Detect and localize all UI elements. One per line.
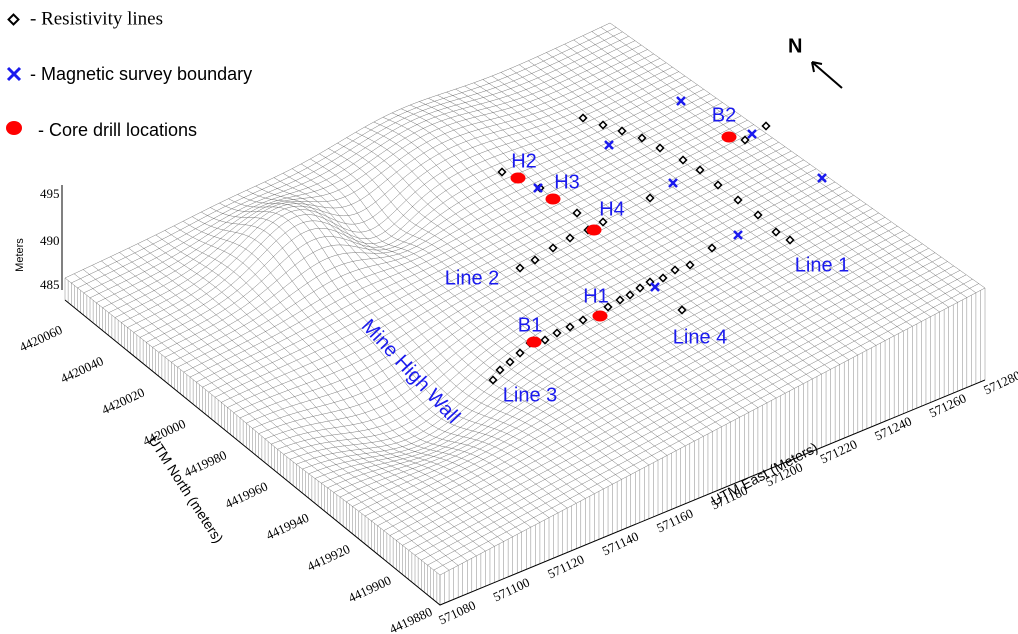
legend-label: - Magnetic survey boundary [30,64,252,84]
resistivity-point [679,156,686,163]
east-tick-label: 571120 [545,552,586,582]
magnetic-boundary [677,97,685,105]
core-drill [593,311,608,322]
legend-label: - Resistivity lines [30,8,163,29]
resistivity-point [636,284,643,291]
mesh-line [447,92,822,374]
resistivity-point [714,181,721,188]
legend-dot [6,121,22,135]
z-tick-label: 485 [40,277,60,292]
mesh-line [321,204,866,483]
legend-label: - Core drill locations [38,120,197,140]
well-label: H1 [583,285,609,307]
mesh-line [583,36,958,303]
annotation: Mine High Wall [357,315,464,428]
resistivity-point [566,234,573,241]
z-tick-label: 490 [40,233,60,248]
legend-diamond [9,15,19,25]
east-tick-label: 571160 [654,506,695,536]
mesh-line [310,159,685,446]
resistivity-point [599,121,606,128]
well-label: B2 [712,104,736,126]
north-tick-label: 4419880 [387,604,435,634]
north-axis-title: UTM North (meters) [145,433,226,546]
magnetic-boundary [734,231,742,239]
east-tick-label: 571080 [436,597,478,627]
well-label: B1 [518,314,542,336]
north-tick-label: 4419940 [264,510,312,543]
resistivity-point [686,261,693,268]
mesh-line [247,190,622,479]
resistivity-point [579,316,586,323]
legend-x [8,68,20,80]
line-label: Line 4 [673,326,728,348]
core-drill [587,225,602,236]
north-tick-label: 4419980 [181,447,229,480]
north-arrow [812,62,842,88]
resistivity-point [496,366,503,373]
resistivity-point [618,127,625,134]
core-drill [527,337,542,348]
core-drill [546,194,561,205]
mesh-line [183,221,558,513]
resistivity-point [579,114,586,121]
resistivity-point [516,264,523,271]
well-label: H2 [511,150,537,172]
line-label: Line 2 [445,267,500,289]
north-tick-label: 4420040 [58,353,106,386]
mesh-line [284,178,829,455]
east-tick-label: 571260 [927,390,969,420]
resistivity-point [541,336,548,343]
north-tick-label: 4419960 [223,478,271,511]
resistivity-point [553,329,560,336]
resistivity-point [734,196,741,203]
legend: - Resistivity lines - Magnetic survey bo… [6,8,252,139]
mesh-line [274,178,649,465]
resistivity-point [566,323,573,330]
figure: - Resistivity lines - Magnetic survey bo… [0,0,1018,634]
line-label: Line 3 [503,384,558,406]
east-tick-label: 571280 [981,367,1018,397]
z-tick-label: 495 [40,186,60,201]
mesh-line [410,105,785,393]
mesh-line [510,69,885,341]
resistivity-point [549,244,556,251]
resistivity-point [646,194,653,201]
mesh-line [101,261,476,556]
east-tick-label: 571100 [491,575,532,605]
mesh-line [519,65,894,336]
line-label: Line 1 [795,254,850,276]
north-tick-label: 4419900 [346,572,394,605]
well-label: H3 [554,171,580,193]
resistivity-point [656,144,663,151]
magnetic-boundary [669,179,677,187]
magnetic-boundary [651,283,659,291]
east-tick-label: 571140 [600,529,641,559]
north-tick-label: 4419920 [305,541,353,574]
resistivity-point [659,274,666,281]
north-tick-label: 4420060 [17,322,65,355]
mesh-line [610,23,985,288]
core-drill [511,173,526,184]
mesh-line [574,40,949,307]
resistivity-point [626,291,633,298]
mesh-line [592,31,967,297]
magnetic-boundary [748,130,756,138]
resistivity-point [498,168,505,175]
resistivity-point [762,122,769,129]
core-drill [722,132,737,143]
resistivity-point [671,266,678,273]
z-axis-title: Meters [14,238,26,272]
north-tick-label: 4420020 [99,384,147,417]
north-label: N [788,35,802,57]
resistivity-point [616,296,623,303]
mesh-line [601,27,976,293]
well-label: H4 [599,198,625,220]
resistivity-point [772,228,779,235]
resistivity-point [786,236,793,243]
